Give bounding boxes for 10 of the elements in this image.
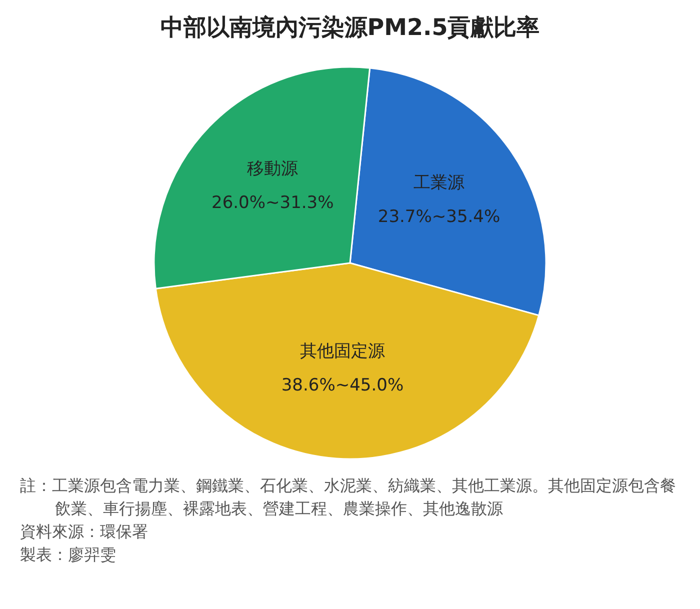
text: 製表：廖羿雯 xyxy=(20,544,117,566)
slice-label: 移動源 xyxy=(247,158,298,179)
chart-title: 中部以南境內污染源PM2.5貢獻比率 xyxy=(159,14,541,43)
text: 26.0%~31.3% xyxy=(212,192,334,213)
slice-label: 工業源 xyxy=(414,173,465,194)
text: 23.7%~35.4% xyxy=(378,207,500,228)
slice-label: 其他固定源 xyxy=(300,342,385,362)
source-note: 資料來源：環保署 xyxy=(20,521,149,543)
text: 註：工業源包含電力業、鋼鐵業、石化業、水泥業、紡織業、其他工業源。其他固定源包含餐飲業、車行揚塵、裸露地表、營建工程、農業操作、其他逸散源 xyxy=(20,475,677,520)
text: 38.6%~45.0% xyxy=(281,376,404,396)
